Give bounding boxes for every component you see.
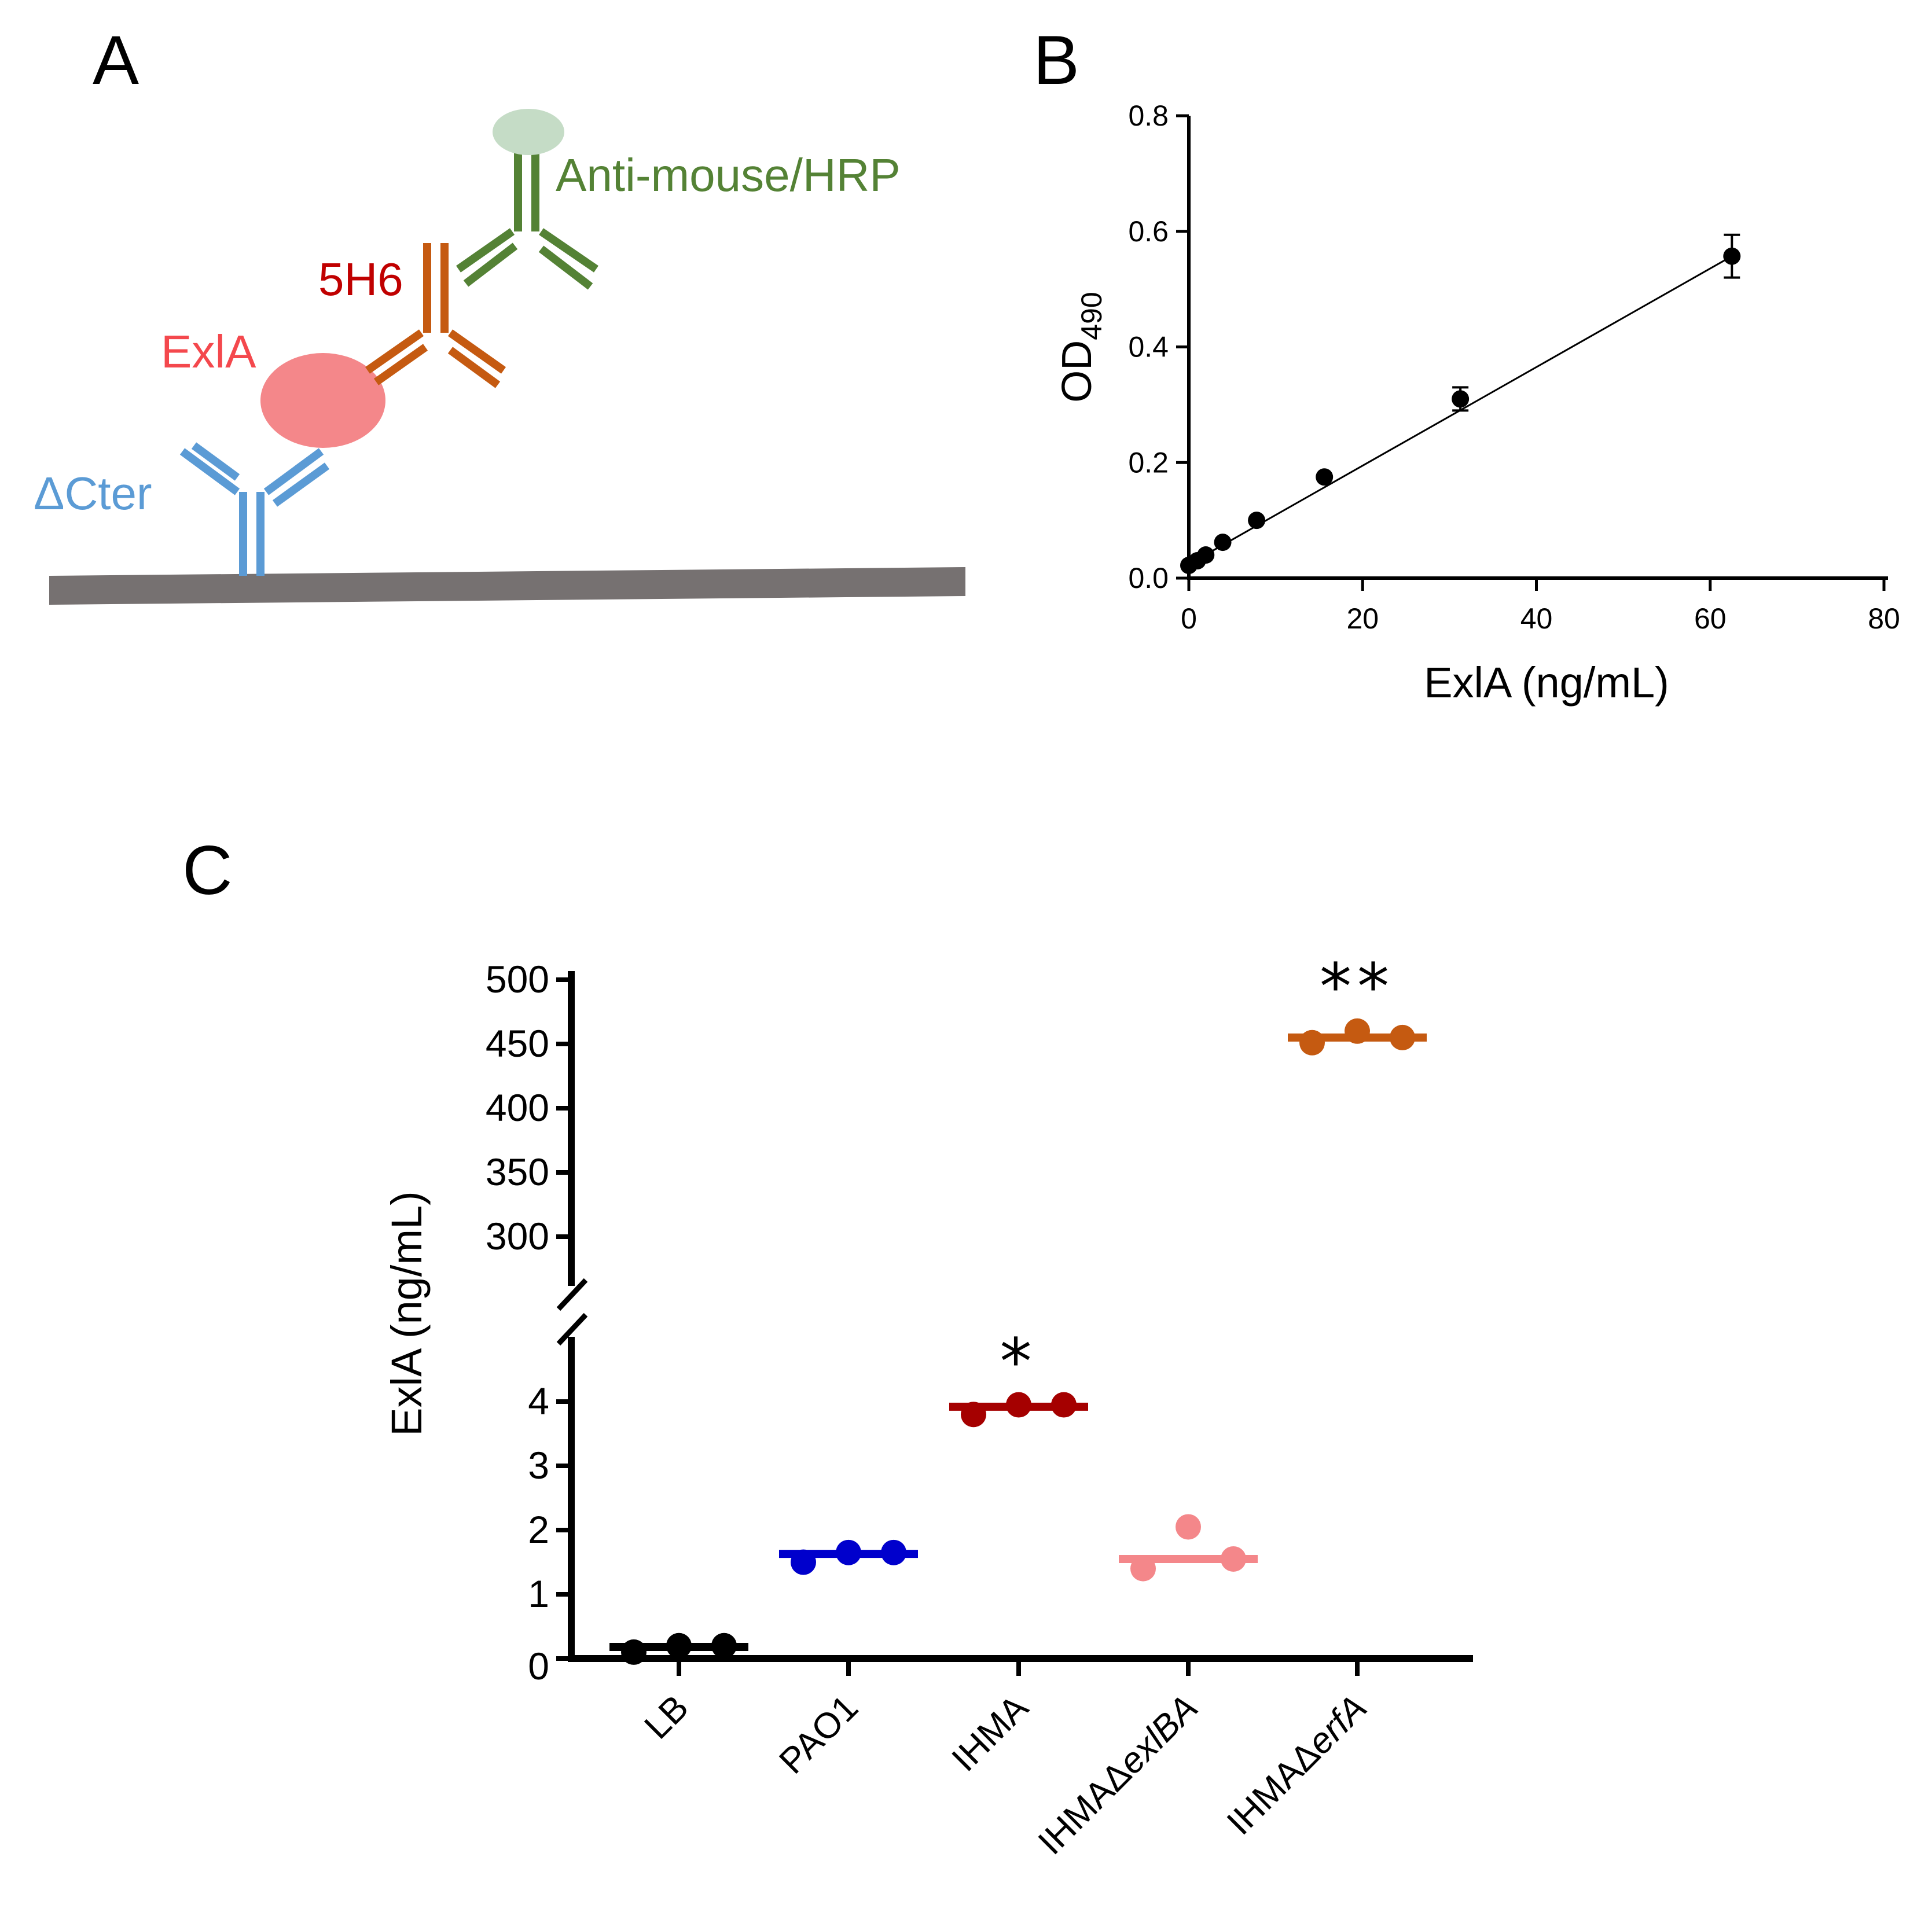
- c-x-label-plain: PAO1: [772, 1687, 866, 1782]
- c-x-tick-label: IHMAΔexlBA: [1031, 1687, 1206, 1862]
- c-x-label-plain: IHMA: [945, 1687, 1037, 1779]
- label-anti-mouse-hrp: Anti-mouse/HRP: [556, 149, 901, 201]
- c-x-label-plain: LB: [637, 1687, 696, 1746]
- b-data-point: [1248, 512, 1266, 530]
- b-data-point: [1723, 247, 1741, 265]
- c-data-point: [1006, 1392, 1031, 1418]
- b-y-label-main: OD: [1054, 340, 1100, 403]
- panel-c-letter: C: [182, 832, 233, 909]
- b-y-tick-label: 0.6: [1128, 215, 1169, 248]
- c-data-point: [836, 1539, 861, 1565]
- panel-a: A: [34, 21, 965, 605]
- label-5h6: 5H6: [318, 253, 403, 305]
- c-y-tick-label: 4: [528, 1380, 549, 1422]
- c-data-point: [881, 1539, 906, 1565]
- c-y-tick-label: 500: [486, 958, 549, 1001]
- axis-break-icon: [556, 1278, 588, 1346]
- c-y-tick-label: 300: [486, 1215, 549, 1258]
- b-data-point: [1197, 546, 1215, 564]
- b-data-point: [1316, 468, 1334, 486]
- panel-a-letter: A: [93, 21, 139, 99]
- b-x-tick-label: 0: [1181, 602, 1197, 635]
- b-data-point: [1214, 534, 1232, 551]
- c-y-tick-label: 0: [528, 1645, 549, 1687]
- b-y-tick-label: 0.4: [1128, 331, 1169, 363]
- b-x-tick-label: 60: [1694, 602, 1727, 635]
- c-x-tick-label: IHMAΔerfA: [1220, 1687, 1375, 1843]
- capture-antibody-icon: [179, 442, 330, 576]
- c-y-tick-label: 2: [528, 1508, 549, 1551]
- panel-b-letter: B: [1033, 21, 1079, 99]
- c-x-label-italic: exlBA: [1111, 1687, 1206, 1782]
- b-x-tick-label: 80: [1868, 602, 1900, 635]
- c-x-tick-label: PAO1: [772, 1687, 866, 1782]
- c-x-label-plain: IHMAΔ: [1031, 1754, 1140, 1863]
- c-y-tick-label: 350: [486, 1150, 549, 1193]
- c-data-point: [711, 1632, 737, 1659]
- c-data-point: [961, 1402, 986, 1428]
- c-y-axis-label: ExlA (ng/mL): [383, 1191, 431, 1436]
- b-data-point: [1452, 390, 1470, 408]
- b-y-tick-label: 0.2: [1128, 446, 1169, 479]
- c-y-tick-label: 400: [486, 1086, 549, 1129]
- b-x-axis-label: ExlA (ng/mL): [1424, 659, 1669, 707]
- c-data-point: [621, 1639, 647, 1665]
- b-y-tick-label: 0.8: [1128, 100, 1169, 132]
- c-y-tick-label: 450: [486, 1022, 549, 1065]
- c-x-label-plain: IHMAΔ: [1220, 1734, 1328, 1843]
- c-x-tick-label: IHMA: [945, 1687, 1037, 1779]
- primary-antibody-icon: [365, 243, 506, 388]
- c-significance-marker: *: [1000, 1325, 1038, 1399]
- b-y-tick-label: 0.0: [1128, 562, 1169, 594]
- b-x-tick-label: 40: [1520, 602, 1553, 635]
- c-data-point: [1176, 1514, 1201, 1540]
- label-exla: ExlA: [161, 326, 256, 377]
- c-data-point: [1051, 1392, 1077, 1418]
- c-data-point: [1390, 1024, 1415, 1050]
- c-y-tick-label: 3: [528, 1444, 549, 1487]
- hrp-enzyme-icon: [493, 109, 564, 155]
- antigen-ellipse-icon: [260, 353, 385, 448]
- label-delta-cter: ΔCter: [34, 468, 152, 519]
- b-y-axis-label: OD490: [1054, 292, 1108, 402]
- c-data-point: [666, 1632, 692, 1659]
- b-x-tick-label: 20: [1346, 602, 1379, 635]
- c-data-point: [791, 1549, 816, 1575]
- c-data-point: [1130, 1556, 1156, 1582]
- c-x-tick-label: LB: [637, 1687, 696, 1746]
- c-y-tick-label: 1: [528, 1572, 549, 1615]
- c-significance-marker: **: [1320, 950, 1395, 1024]
- c-data-point: [1221, 1546, 1246, 1572]
- panel-b: B 0.0 0.2 0.4 0.6 0.8 0 20 40 60 80 OD490 ExlA (…: [1033, 21, 1900, 707]
- b-y-label-sub: 490: [1075, 292, 1108, 340]
- plate-surface: [49, 567, 965, 605]
- c-data-point: [1345, 1018, 1370, 1044]
- c-data-point: [1299, 1029, 1325, 1056]
